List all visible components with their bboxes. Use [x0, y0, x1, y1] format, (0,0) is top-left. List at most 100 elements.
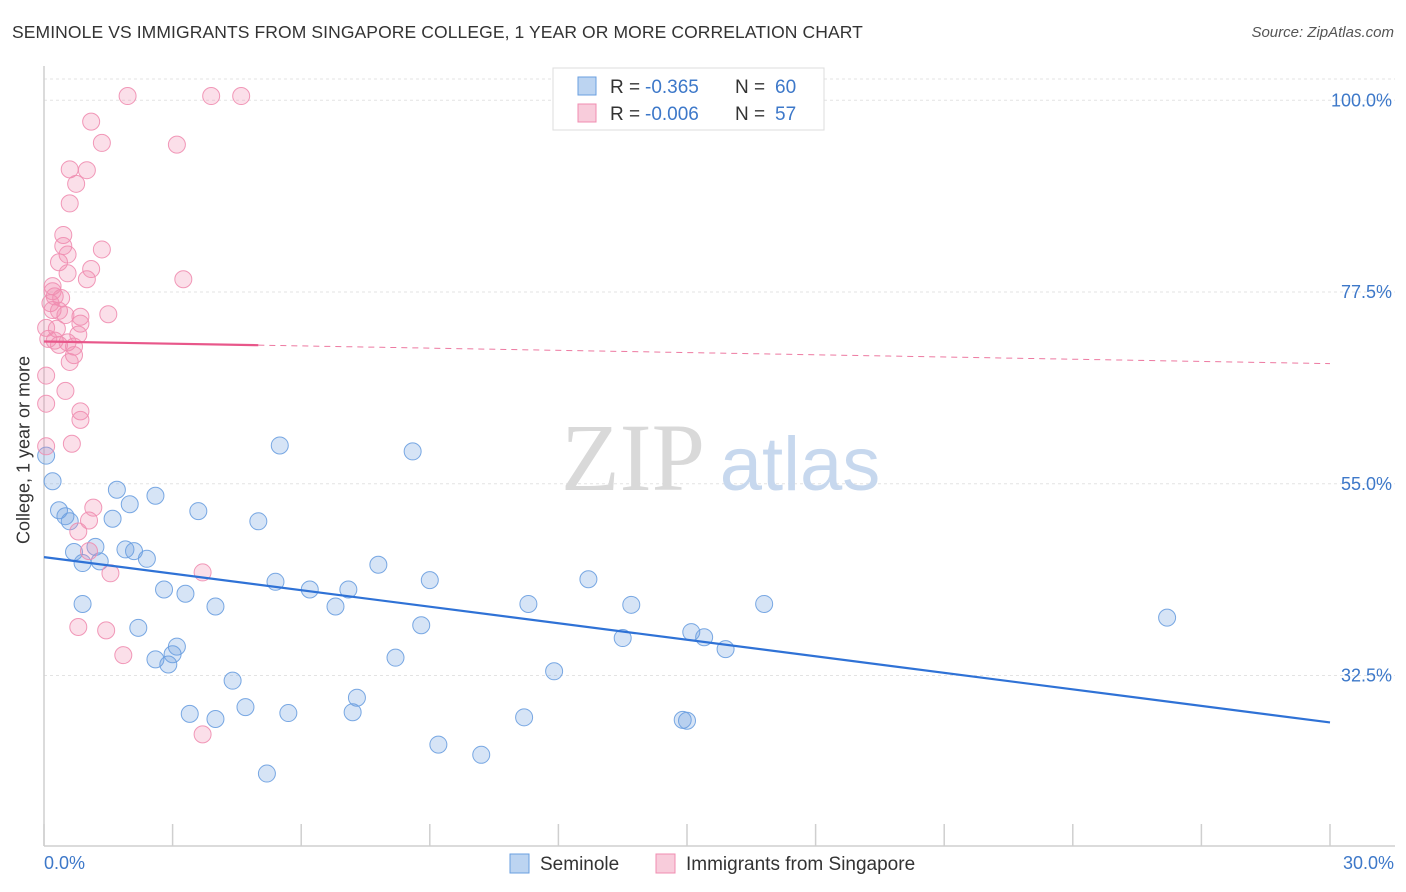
data-point: [37, 394, 56, 413]
data-point: [137, 549, 156, 568]
data-point: [429, 735, 448, 754]
data-point: [60, 194, 79, 213]
tick-labels: 32.5% 55.0% 77.5% 100.0% 0.0% 30.0%: [44, 90, 1394, 873]
data-point: [167, 637, 186, 656]
data-point: [97, 621, 116, 640]
data-point: [193, 725, 212, 744]
data-point: [71, 410, 90, 429]
trend-line-seminole: [43, 556, 1331, 724]
data-point: [472, 745, 491, 764]
r-value: -0.006: [645, 104, 699, 125]
data-point: [82, 260, 101, 279]
data-point: [206, 597, 225, 616]
data-point: [92, 133, 111, 152]
data-point: [236, 698, 255, 717]
data-point: [279, 704, 298, 723]
stats-legend: R = -0.365 N = 60 R = -0.006 N = 57: [552, 67, 825, 131]
data-point: [678, 711, 696, 730]
data-point: [120, 495, 139, 514]
data-point: [515, 708, 534, 727]
data-point: [107, 480, 126, 499]
data-point: [347, 688, 366, 707]
data-point: [71, 314, 90, 333]
y-tick-label: 32.5%: [1341, 666, 1392, 686]
data-point: [37, 366, 56, 385]
data-point: [270, 436, 289, 455]
data-point: [202, 87, 221, 106]
data-point: [73, 594, 92, 613]
x-tick-label: 30.0%: [1343, 853, 1394, 873]
series-seminole: [37, 436, 1177, 783]
stats-swatch: [577, 103, 597, 123]
data-point: [69, 617, 88, 636]
data-point: [60, 352, 79, 371]
data-point: [82, 112, 101, 131]
legend-swatch: [509, 853, 530, 874]
data-point: [232, 87, 251, 106]
data-point: [174, 270, 193, 289]
legend-swatch: [655, 853, 676, 874]
data-point: [62, 434, 81, 453]
data-point: [39, 329, 58, 348]
data-point: [56, 381, 75, 400]
data-point: [180, 704, 199, 723]
stats-swatch: [577, 76, 597, 96]
data-point: [176, 584, 195, 603]
data-point: [92, 240, 111, 259]
data-point: [77, 161, 96, 180]
x-tick-label: 0.0%: [44, 853, 85, 873]
data-point: [155, 580, 174, 599]
data-point: [613, 629, 632, 648]
source-label: Source: ZipAtlas.com: [1251, 24, 1394, 41]
legend-label: Immigrants from Singapore: [686, 854, 915, 875]
data-point: [755, 594, 774, 613]
data-point: [369, 555, 388, 574]
data-point: [114, 646, 133, 665]
data-point: [386, 648, 405, 667]
data-point: [412, 616, 431, 635]
y-tick-label: 100.0%: [1331, 90, 1392, 110]
data-point: [249, 512, 268, 531]
bottom-legend: Seminole Immigrants from Singapore: [509, 853, 915, 875]
axes: [43, 66, 1395, 847]
data-point: [37, 446, 56, 465]
r-value: -0.365: [645, 77, 699, 98]
data-point: [99, 305, 118, 324]
data-point: [118, 87, 137, 106]
data-point: [77, 270, 96, 289]
data-point: [579, 570, 598, 589]
data-point: [146, 486, 165, 505]
data-point: [420, 571, 439, 590]
data-point: [519, 594, 538, 613]
n-value: 57: [775, 104, 796, 125]
data-point: [326, 597, 345, 616]
data-point: [545, 662, 564, 681]
data-point: [56, 306, 75, 325]
data-point: [37, 437, 56, 456]
data-point: [80, 542, 99, 561]
data-point: [339, 580, 358, 599]
data-point: [69, 522, 88, 541]
n-label: N =: [735, 77, 765, 98]
data-point: [223, 671, 242, 690]
data-point: [622, 595, 641, 614]
data-point: [43, 472, 62, 491]
trend-line-singapore: [43, 340, 259, 347]
data-point: [80, 511, 99, 530]
trend-lines: [43, 340, 1331, 724]
n-value: 60: [775, 77, 796, 98]
watermark-atlas: atlas: [720, 422, 881, 507]
watermark: ZIP atlas: [561, 404, 880, 511]
data-point: [257, 764, 276, 783]
data-point: [1158, 608, 1177, 627]
data-point: [129, 618, 148, 637]
data-point: [71, 307, 90, 326]
n-label: N =: [735, 104, 765, 125]
legend-label: Seminole: [540, 854, 619, 875]
chart-title: SEMINOLE VS IMMIGRANTS FROM SINGAPORE CO…: [12, 22, 863, 42]
data-point: [58, 264, 77, 283]
data-point: [159, 655, 178, 674]
trend-line-singapore-dashed: [258, 344, 1331, 365]
data-point: [167, 135, 186, 154]
